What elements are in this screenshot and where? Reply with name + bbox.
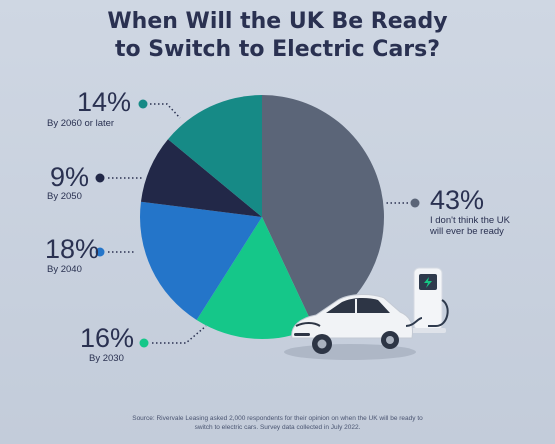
slice-value-2050: 9% bbox=[50, 162, 90, 192]
legend-dot-3 bbox=[139, 338, 149, 348]
slice-label-never-ready-line-1: I don't think the UK bbox=[430, 215, 510, 226]
leader-lines bbox=[95, 99, 420, 348]
slice-2040 bbox=[140, 201, 262, 321]
label-2040: 18% bbox=[45, 234, 99, 264]
slice-value-2040: 18% bbox=[45, 234, 100, 264]
slice-2030 bbox=[196, 217, 314, 339]
legend-dot-0 bbox=[138, 99, 148, 109]
leader-line-0 bbox=[150, 103, 181, 119]
title-line-1: When Will the UK Be Ready bbox=[107, 9, 448, 34]
label-2060-or-later: 14% bbox=[77, 87, 131, 117]
slice-2050 bbox=[140, 139, 262, 217]
electric-car-illustration bbox=[284, 294, 423, 360]
legend-dot-4 bbox=[410, 198, 420, 208]
slice-label-2030: By 2030 bbox=[89, 353, 124, 364]
slice-value-2060-or-later: 14% bbox=[77, 87, 132, 117]
label-2050: 9% bbox=[50, 162, 89, 192]
legend-dot-1 bbox=[95, 173, 105, 183]
slice-label-2060-or-later: By 2060 or later bbox=[47, 118, 115, 129]
slice-label-2040: By 2040 bbox=[47, 264, 82, 275]
source-line-2: switch to electric cars. Survey data col… bbox=[194, 424, 361, 431]
leader-line-3 bbox=[152, 325, 207, 344]
source-note: Source: Rivervale Leasing asked 2,000 re… bbox=[0, 414, 555, 432]
slice-2060-or-later bbox=[167, 95, 262, 217]
slice-value-2030: 16% bbox=[80, 323, 135, 353]
pie-slices bbox=[140, 95, 384, 339]
label-2030: 16% bbox=[80, 323, 134, 353]
label-never-ready: 43% bbox=[430, 185, 484, 215]
charging-station-illustration bbox=[410, 267, 449, 333]
slice-label-2050: By 2050 bbox=[47, 191, 82, 202]
title-line-2: to Switch to Electric Cars? bbox=[114, 37, 440, 62]
slice-label-never-ready-line-2: will ever be ready bbox=[430, 226, 504, 237]
legend-dot-2 bbox=[95, 247, 105, 257]
slice-label-never-ready: I don't think the UK will ever be ready bbox=[430, 215, 540, 237]
source-line-1: Source: Rivervale Leasing asked 2,000 re… bbox=[132, 415, 423, 422]
slice-value-never-ready: 43% bbox=[430, 185, 485, 215]
slice-never-ready bbox=[262, 95, 384, 328]
chart-title: When Will the UK Be Ready to Switch to E… bbox=[0, 8, 555, 64]
